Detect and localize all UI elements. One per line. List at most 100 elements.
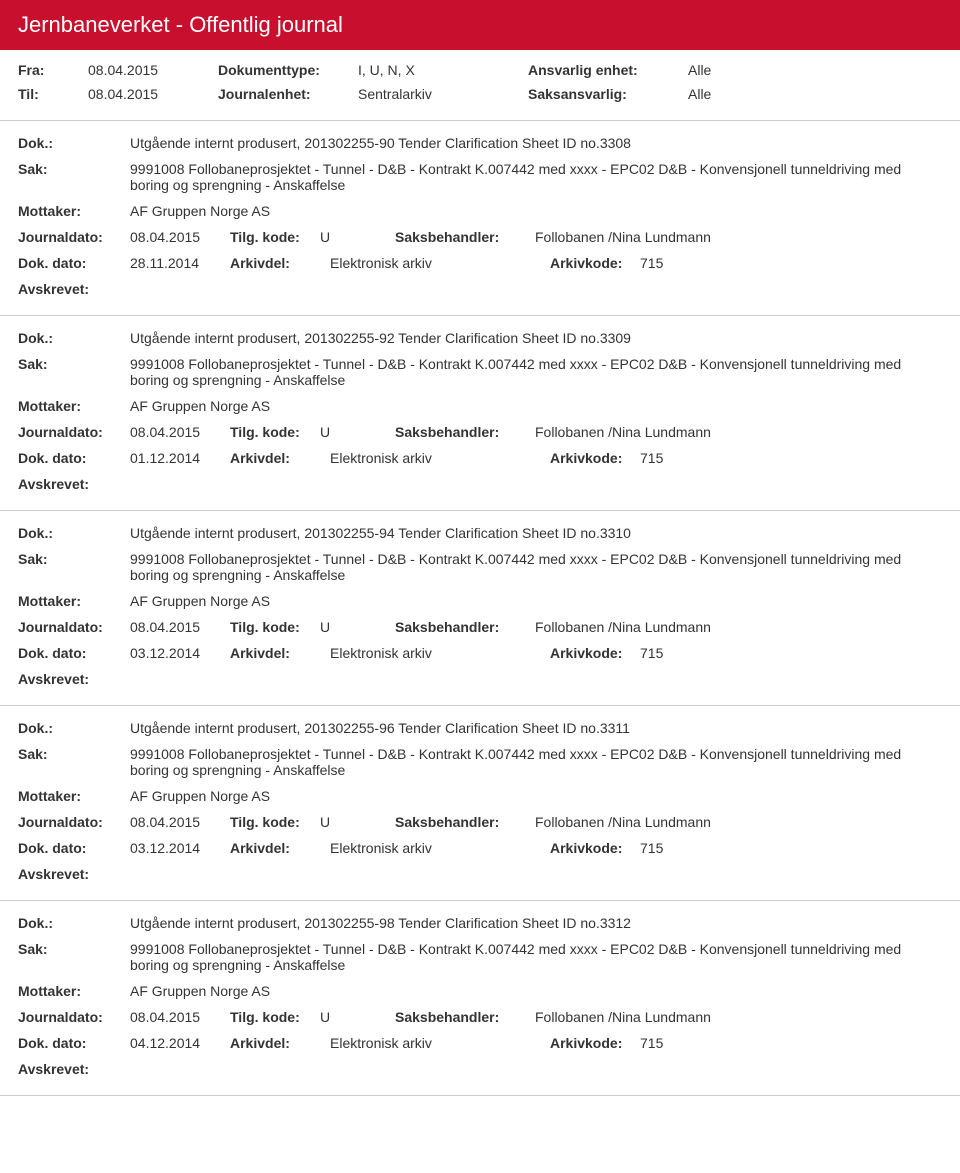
sak-label: Sak: [18,161,130,177]
dokdato-value: 03.12.2014 [130,645,230,661]
journaldato-value: 08.04.2015 [130,619,230,635]
sak-label: Sak: [18,746,130,762]
arkivkode-label: Arkivkode: [550,1035,640,1051]
tilgkode-label: Tilg. kode: [230,814,320,830]
avskrevet-label: Avskrevet: [18,1061,942,1077]
journal-entry: Dok.: Utgående internt produsert, 201302… [0,316,960,511]
sak-value: 9991008 Follobaneprosjektet - Tunnel - D… [130,941,942,973]
journaldato-label: Journaldato: [18,814,130,830]
avskrevet-label: Avskrevet: [18,866,942,882]
tilgkode-value: U [320,229,395,245]
arkivkode-value: 715 [640,840,942,856]
saksbehandler-value: Follobanen /Nina Lundmann [535,229,942,245]
sak-value: 9991008 Follobaneprosjektet - Tunnel - D… [130,551,942,583]
saksbehandler-label: Saksbehandler: [395,814,535,830]
mottaker-value: AF Gruppen Norge AS [130,983,942,999]
sak-value: 9991008 Follobaneprosjektet - Tunnel - D… [130,356,942,388]
tilgkode-value: U [320,1009,395,1025]
dok-value: Utgående internt produsert, 201302255-98… [130,915,942,931]
case-responsible-label: Saksansvarlig: [528,86,688,102]
dok-value: Utgående internt produsert, 201302255-92… [130,330,942,346]
mottaker-label: Mottaker: [18,593,130,609]
arkivkode-value: 715 [640,645,942,661]
saksbehandler-value: Follobanen /Nina Lundmann [535,814,942,830]
dokdato-label: Dok. dato: [18,450,130,466]
dok-value: Utgående internt produsert, 201302255-96… [130,720,942,736]
mottaker-value: AF Gruppen Norge AS [130,203,942,219]
page-title: Jernbaneverket - Offentlig journal [18,12,343,37]
mottaker-value: AF Gruppen Norge AS [130,593,942,609]
doctype-label: Dokumenttype: [218,62,358,78]
mottaker-value: AF Gruppen Norge AS [130,398,942,414]
arkivdel-value: Elektronisk arkiv [330,840,550,856]
dok-label: Dok.: [18,135,130,151]
doctype-value: I, U, N, X [358,62,528,78]
filter-row-1: Fra: 08.04.2015 Dokumenttype: I, U, N, X… [0,58,960,82]
arkivkode-label: Arkivkode: [550,255,640,271]
responsible-unit-value: Alle [688,62,788,78]
journal-entry: Dok.: Utgående internt produsert, 201302… [0,511,960,706]
page-header: Jernbaneverket - Offentlig journal [0,0,960,50]
tilgkode-label: Tilg. kode: [230,424,320,440]
journaldato-label: Journaldato: [18,619,130,635]
saksbehandler-label: Saksbehandler: [395,424,535,440]
dokdato-label: Dok. dato: [18,255,130,271]
sak-label: Sak: [18,941,130,957]
dokdato-value: 28.11.2014 [130,255,230,271]
dok-value: Utgående internt produsert, 201302255-94… [130,525,942,541]
journaldato-value: 08.04.2015 [130,1009,230,1025]
arkivdel-value: Elektronisk arkiv [330,450,550,466]
dokdato-label: Dok. dato: [18,840,130,856]
saksbehandler-value: Follobanen /Nina Lundmann [535,424,942,440]
arkivkode-label: Arkivkode: [550,840,640,856]
dokdato-value: 03.12.2014 [130,840,230,856]
journaldato-label: Journaldato: [18,424,130,440]
saksbehandler-value: Follobanen /Nina Lundmann [535,619,942,635]
arkivkode-value: 715 [640,255,942,271]
arkivkode-label: Arkivkode: [550,450,640,466]
journaldato-value: 08.04.2015 [130,424,230,440]
from-value: 08.04.2015 [88,62,218,78]
arkivdel-label: Arkivdel: [230,840,330,856]
avskrevet-label: Avskrevet: [18,476,942,492]
saksbehandler-label: Saksbehandler: [395,229,535,245]
arkivdel-value: Elektronisk arkiv [330,645,550,661]
dok-label: Dok.: [18,330,130,346]
journalunit-value: Sentralarkiv [358,86,528,102]
dokdato-value: 01.12.2014 [130,450,230,466]
saksbehandler-label: Saksbehandler: [395,619,535,635]
responsible-unit-label: Ansvarlig enhet: [528,62,688,78]
dok-label: Dok.: [18,720,130,736]
to-value: 08.04.2015 [88,86,218,102]
from-label: Fra: [18,62,88,78]
to-label: Til: [18,86,88,102]
tilgkode-label: Tilg. kode: [230,229,320,245]
arkivkode-value: 715 [640,450,942,466]
dokdato-value: 04.12.2014 [130,1035,230,1051]
filter-block: Fra: 08.04.2015 Dokumenttype: I, U, N, X… [0,50,960,121]
journalunit-label: Journalenhet: [218,86,358,102]
arkivdel-label: Arkivdel: [230,450,330,466]
tilgkode-value: U [320,619,395,635]
filter-row-2: Til: 08.04.2015 Journalenhet: Sentralark… [0,82,960,106]
sak-label: Sak: [18,551,130,567]
tilgkode-label: Tilg. kode: [230,619,320,635]
journal-entry: Dok.: Utgående internt produsert, 201302… [0,121,960,316]
journaldato-label: Journaldato: [18,229,130,245]
dok-label: Dok.: [18,915,130,931]
arkivdel-value: Elektronisk arkiv [330,1035,550,1051]
journal-entry: Dok.: Utgående internt produsert, 201302… [0,706,960,901]
journal-entry: Dok.: Utgående internt produsert, 201302… [0,901,960,1096]
dok-value: Utgående internt produsert, 201302255-90… [130,135,942,151]
mottaker-value: AF Gruppen Norge AS [130,788,942,804]
saksbehandler-value: Follobanen /Nina Lundmann [535,1009,942,1025]
arkivkode-label: Arkivkode: [550,645,640,661]
mottaker-label: Mottaker: [18,398,130,414]
dokdato-label: Dok. dato: [18,1035,130,1051]
journaldato-value: 08.04.2015 [130,814,230,830]
journaldato-label: Journaldato: [18,1009,130,1025]
dok-label: Dok.: [18,525,130,541]
mottaker-label: Mottaker: [18,203,130,219]
arkivdel-label: Arkivdel: [230,255,330,271]
saksbehandler-label: Saksbehandler: [395,1009,535,1025]
